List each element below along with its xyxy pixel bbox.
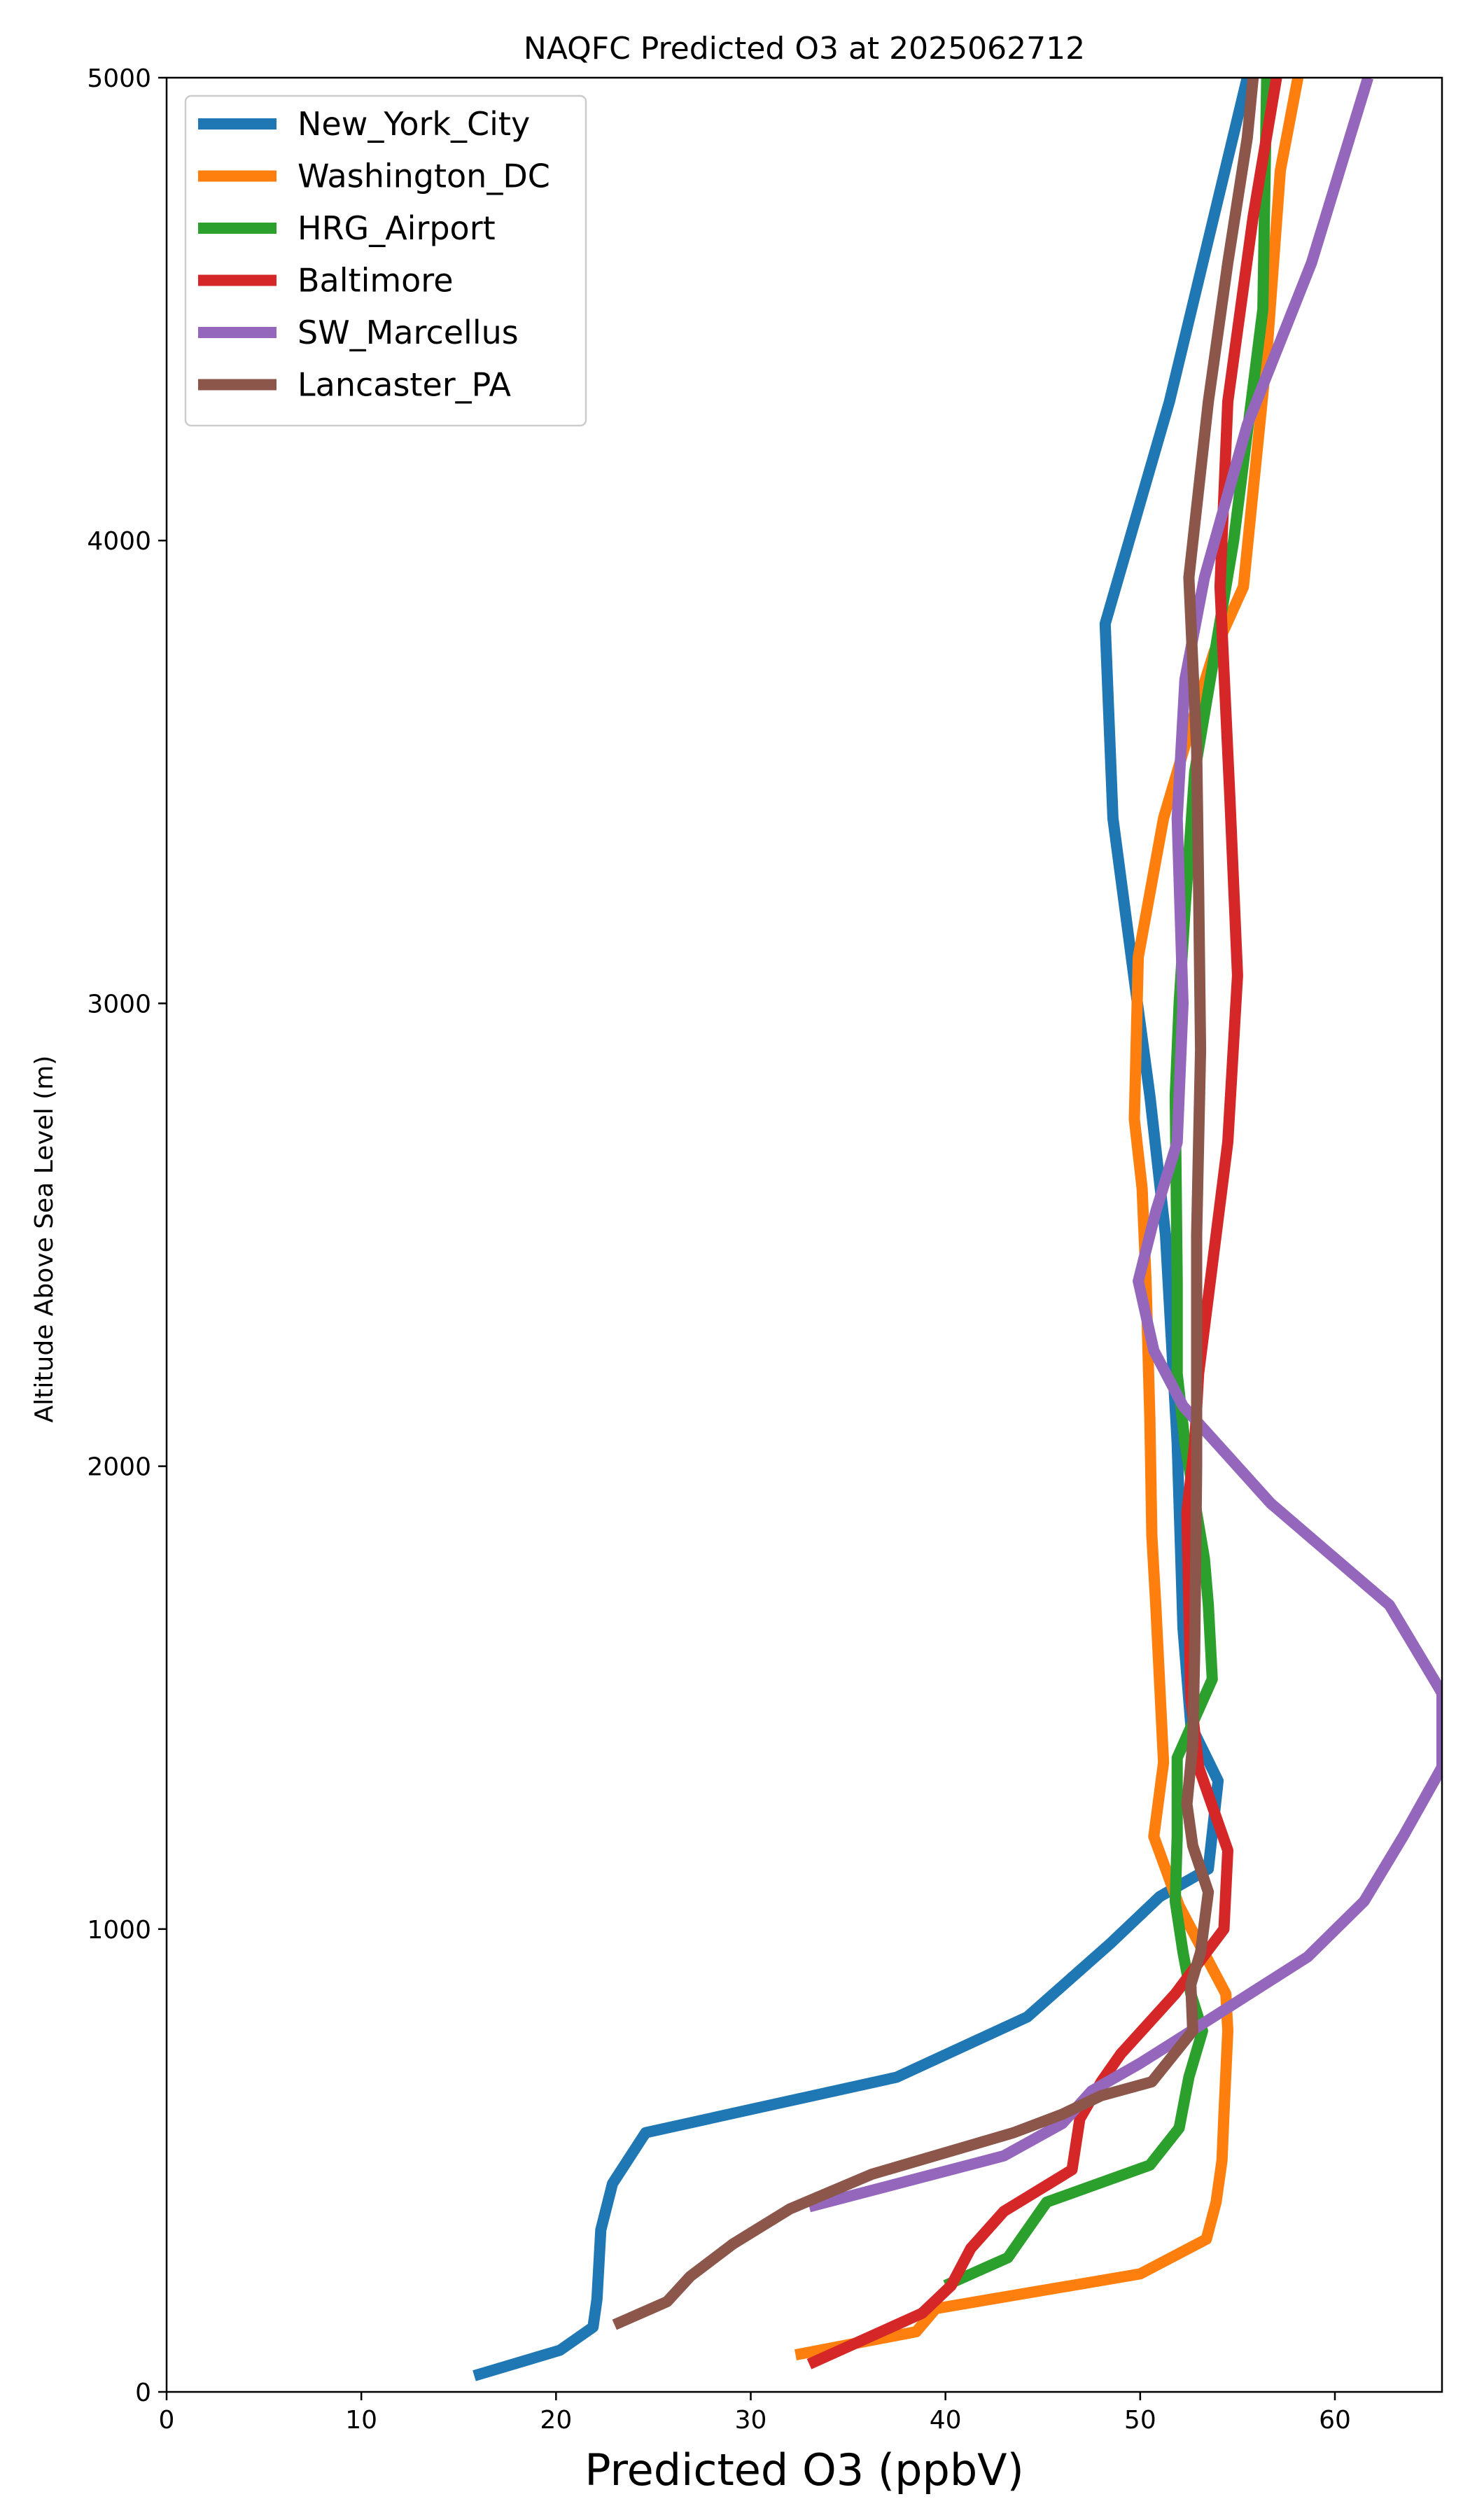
x-tick-label: 60 [1319, 2406, 1351, 2435]
legend-label: New_York_City [298, 105, 530, 143]
x-tick-label: 40 [930, 2406, 962, 2435]
x-axis: 0 10 20 30 40 50 60 [159, 2392, 1351, 2435]
chart-title: NAQFC Predicted O3 at 2025062712 [524, 31, 1085, 66]
legend-box [184, 94, 587, 427]
y-axis: 0 1000 2000 3000 4000 5000 [87, 64, 167, 2407]
legend-label: Baltimore [298, 262, 454, 300]
x-tick-label: 0 [159, 2406, 175, 2435]
plot-frame [165, 76, 1443, 2393]
y-tick-label: 4000 [87, 527, 151, 556]
y-axis-label: Altitude Above Sea Level (m) [30, 1056, 59, 1423]
legend-label: Washington_DC [298, 158, 550, 195]
series-line-SW_Marcellus [807, 78, 1442, 2213]
y-tick-label: 2000 [87, 1453, 151, 1482]
series-line-Lancaster_PA [612, 78, 1259, 2330]
legend: New_York_City Washington_DC HRG_Airport Bal… [184, 94, 587, 427]
y-tick-label: 0 [135, 2379, 151, 2407]
x-tick-label: 20 [540, 2406, 572, 2435]
legend-label: SW_Marcellus [298, 314, 519, 351]
x-axis-label: Predicted O3 (ppbV) [584, 2444, 1024, 2496]
series-group [472, 78, 1442, 2381]
legend-label: HRG_Airport [298, 209, 496, 247]
legend-label: Lancaster_PA [298, 366, 511, 404]
x-tick-label: 30 [735, 2406, 767, 2435]
y-tick-label: 3000 [87, 990, 151, 1018]
x-tick-label: 10 [345, 2406, 377, 2435]
y-tick-label: 1000 [87, 1916, 151, 1945]
y-tick-label: 5000 [87, 64, 151, 93]
x-tick-label: 50 [1124, 2406, 1156, 2435]
